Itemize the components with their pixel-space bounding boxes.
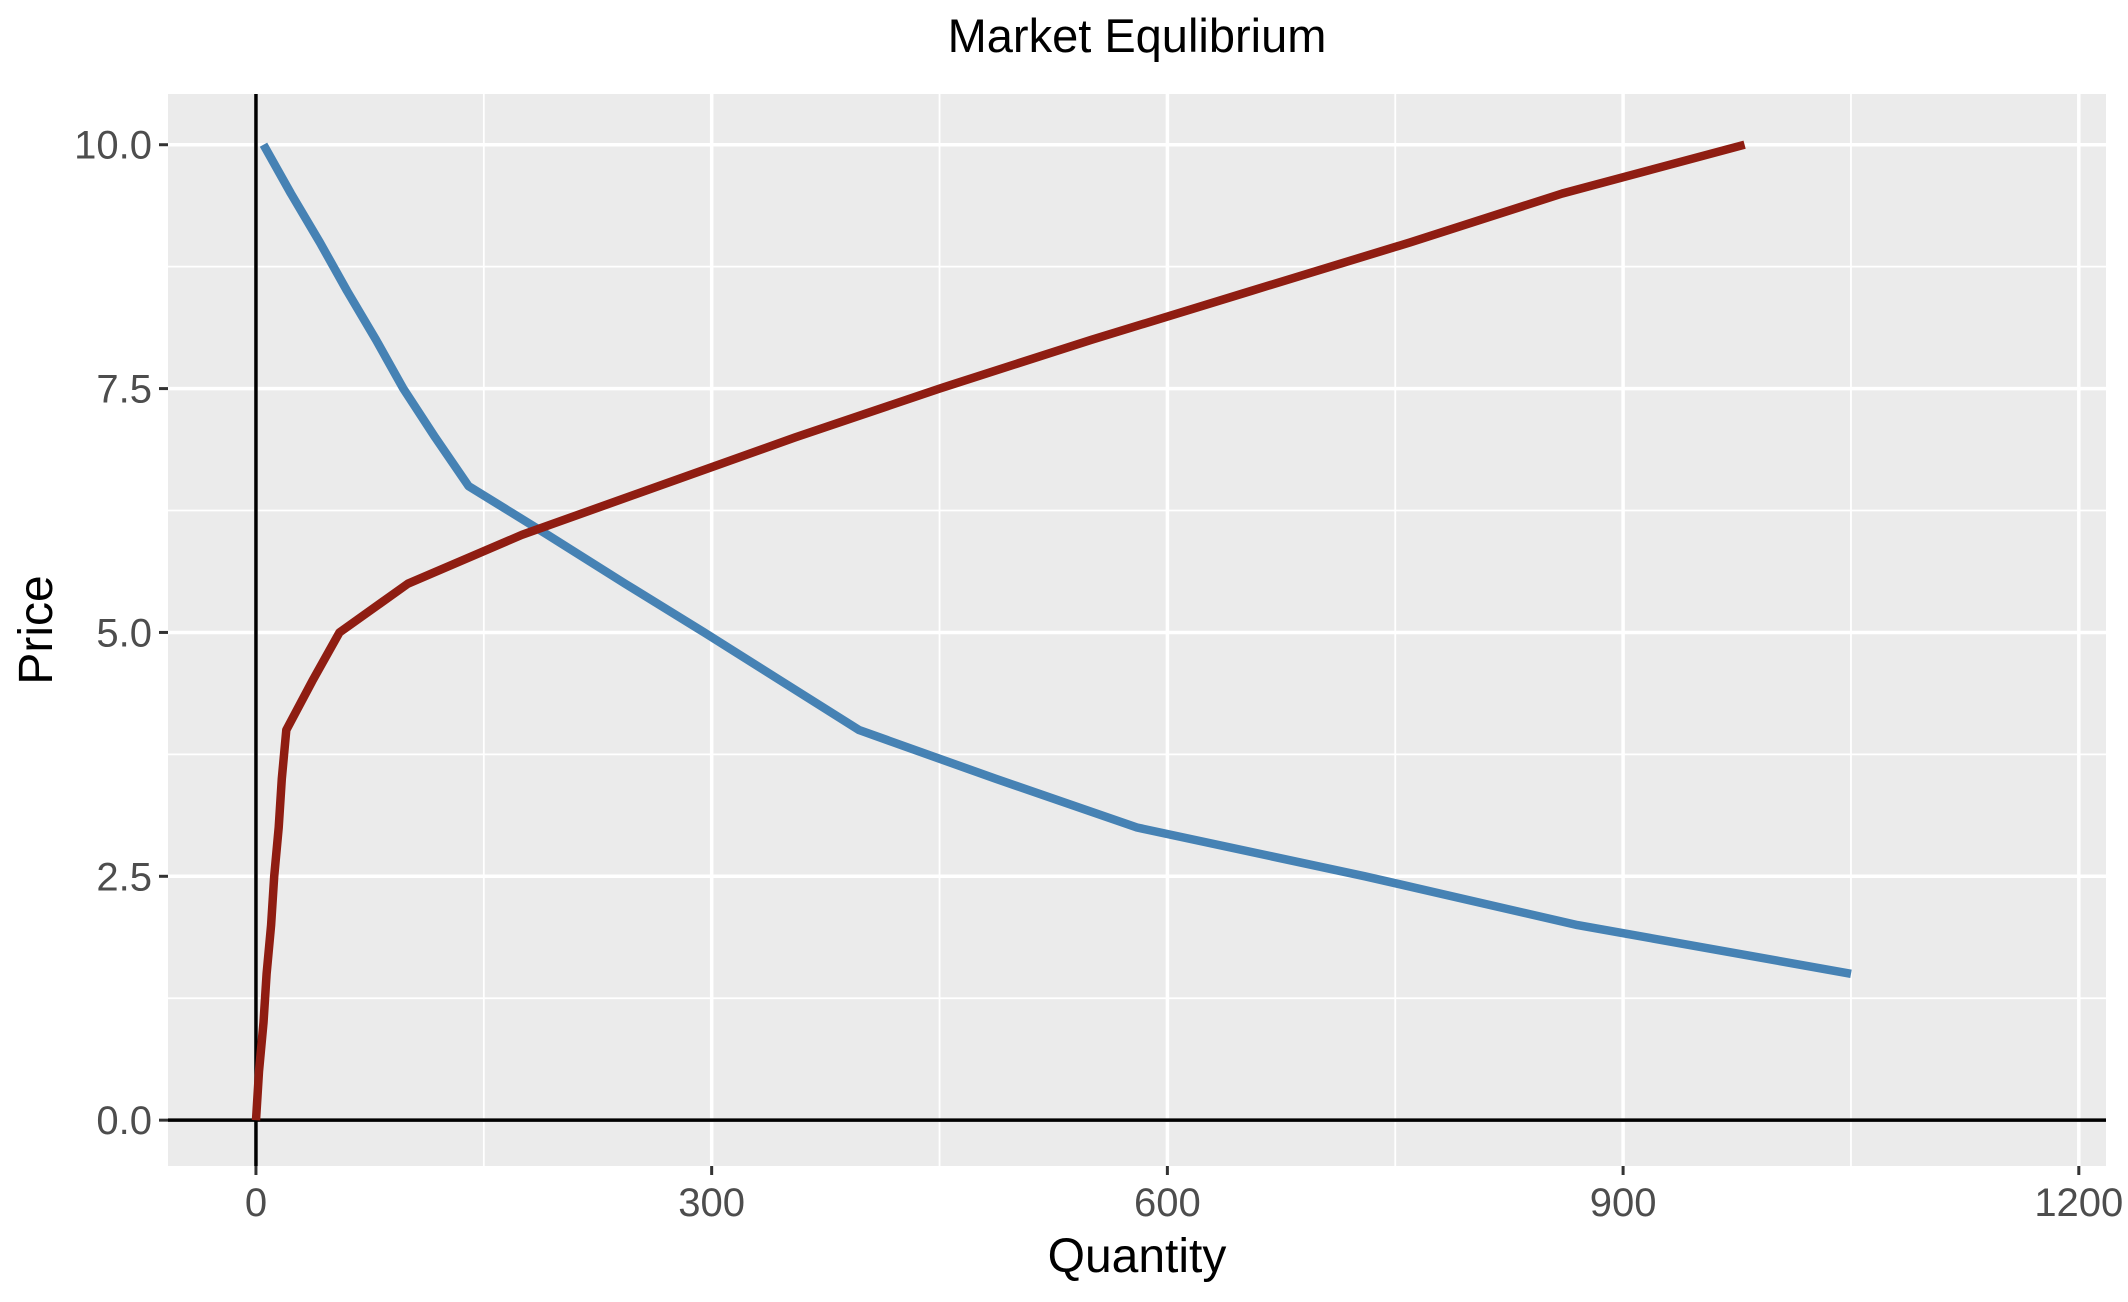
demand-curve bbox=[259, 142, 1852, 978]
axis-ticks-and-labels: 0 300 600 900 1200 0.0 2.5 5.0 7.5 10.0 bbox=[74, 124, 2123, 1225]
x-tick-label: 1200 bbox=[2034, 1181, 2123, 1225]
x-axis-title: Quantity bbox=[1048, 1230, 1227, 1283]
minor-gridlines bbox=[168, 94, 2106, 1166]
plot-panel bbox=[168, 94, 2106, 1166]
y-tick-label: 2.5 bbox=[96, 855, 152, 899]
supply-curve bbox=[251, 140, 1746, 1121]
chart-title: Market Equlibrium bbox=[948, 9, 1327, 62]
y-axis-title: Price bbox=[10, 575, 63, 684]
x-tick-label: 900 bbox=[1590, 1181, 1657, 1225]
y-tick-label: 0.0 bbox=[96, 1099, 152, 1143]
y-tick-label: 7.5 bbox=[96, 368, 152, 412]
x-tick-label: 300 bbox=[678, 1181, 745, 1225]
x-tick-label: 0 bbox=[245, 1181, 267, 1225]
x-tick-label: 600 bbox=[1134, 1181, 1201, 1225]
plot-panel-background bbox=[168, 94, 2106, 1166]
y-tick-label: 10.0 bbox=[74, 124, 152, 168]
y-tick-label: 5.0 bbox=[96, 611, 152, 655]
